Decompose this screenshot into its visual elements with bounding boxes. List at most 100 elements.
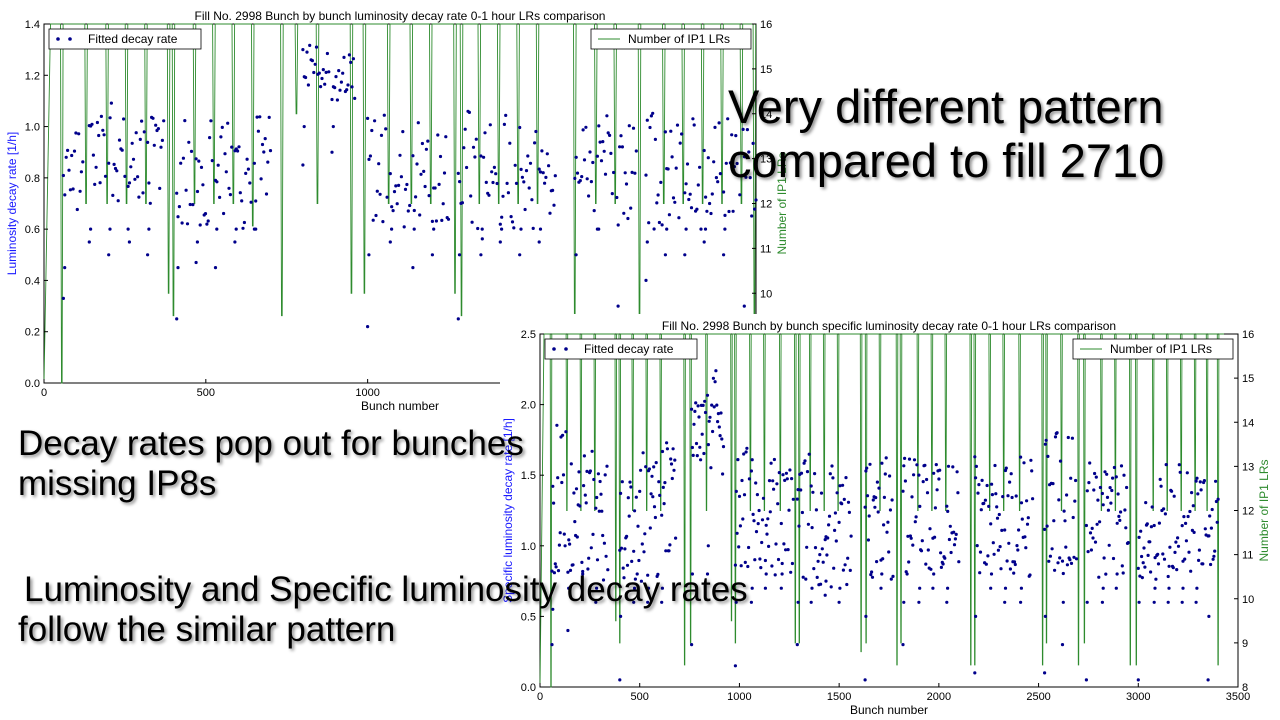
- data-point: [1084, 523, 1088, 528]
- data-point: [1121, 571, 1125, 575]
- data-point: [838, 586, 842, 590]
- data-point: [745, 446, 749, 450]
- data-point: [382, 113, 386, 117]
- data-point: [866, 538, 870, 542]
- data-point: [1190, 491, 1194, 495]
- data-point: [581, 572, 585, 576]
- y2-tick-label: 15: [760, 64, 772, 76]
- data-point: [518, 125, 522, 130]
- data-point: [735, 161, 739, 166]
- data-point: [810, 526, 814, 530]
- data-point: [657, 220, 662, 225]
- data-point: [127, 240, 131, 244]
- data-point: [1044, 438, 1048, 442]
- data-point: [1003, 528, 1007, 532]
- data-point: [651, 495, 655, 499]
- data-point: [626, 216, 630, 221]
- data-point: [109, 101, 113, 105]
- data-point: [568, 568, 573, 572]
- data-point: [334, 75, 338, 79]
- data-point: [1106, 508, 1110, 512]
- data-point: [64, 155, 68, 159]
- y-tick-label: 0.5: [521, 611, 536, 623]
- data-point: [990, 493, 994, 497]
- data-point: [103, 174, 108, 178]
- data-point: [1069, 476, 1073, 480]
- data-point: [1003, 600, 1007, 604]
- data-point: [716, 420, 720, 424]
- data-point: [983, 498, 987, 502]
- data-point: [754, 530, 759, 534]
- data-point: [483, 131, 487, 135]
- data-point: [736, 458, 740, 462]
- y2-tick-label: 14: [1242, 417, 1254, 429]
- data-point: [620, 480, 624, 484]
- data-point: [667, 213, 672, 217]
- data-point: [625, 563, 630, 567]
- data-point: [566, 570, 570, 574]
- data-point: [140, 119, 144, 123]
- data-point: [201, 183, 205, 187]
- data-point: [1101, 503, 1105, 507]
- data-point: [648, 125, 652, 130]
- data-point: [1066, 435, 1070, 440]
- data-point: [138, 137, 142, 141]
- data-point: [1125, 485, 1129, 490]
- data-point: [1003, 586, 1008, 590]
- data-point: [470, 220, 474, 224]
- data-point: [208, 136, 212, 140]
- data-point: [669, 457, 673, 461]
- data-point: [790, 477, 794, 481]
- data-point: [956, 491, 960, 495]
- data-point: [1060, 559, 1065, 563]
- data-point: [821, 560, 825, 564]
- data-point: [634, 149, 638, 153]
- data-point: [187, 140, 191, 144]
- data-point: [1055, 431, 1059, 435]
- data-point: [708, 415, 712, 419]
- data-point: [980, 478, 984, 482]
- data-point: [795, 643, 799, 647]
- data-point: [1053, 568, 1057, 572]
- data-point: [796, 600, 800, 604]
- data-point: [1096, 498, 1100, 502]
- data-point: [886, 520, 890, 524]
- data-point: [673, 458, 677, 462]
- data-point: [556, 476, 560, 480]
- data-point: [581, 128, 585, 132]
- data-point: [457, 253, 462, 257]
- y2-tick-label: 16: [1242, 329, 1254, 341]
- data-point: [754, 198, 758, 202]
- data-point: [867, 514, 871, 518]
- data-point: [599, 492, 603, 496]
- data-point: [484, 180, 488, 184]
- data-point: [567, 586, 571, 590]
- data-point: [605, 114, 609, 118]
- data-point: [469, 194, 473, 198]
- data-point: [176, 215, 180, 219]
- data-point: [426, 139, 430, 143]
- data-point: [490, 170, 494, 174]
- data-point: [194, 260, 198, 265]
- data-point: [907, 457, 912, 461]
- data-point: [1108, 486, 1112, 490]
- data-point: [796, 488, 800, 492]
- data-point: [463, 127, 467, 131]
- data-point: [203, 212, 208, 216]
- data-point: [141, 191, 145, 195]
- data-point: [779, 521, 783, 526]
- data-point: [863, 678, 867, 682]
- data-point: [741, 517, 745, 521]
- data-point: [880, 572, 884, 576]
- data-point: [943, 556, 947, 560]
- ip1-lr-line: [43, 23, 757, 384]
- data-point: [526, 154, 530, 158]
- data-point: [1005, 559, 1009, 563]
- data-point: [721, 472, 725, 476]
- data-point: [767, 479, 772, 483]
- data-point: [871, 498, 875, 502]
- data-point: [819, 491, 824, 495]
- legend-fitted-decay-rate: Fitted decay rate: [48, 28, 202, 50]
- callout-pattern-line1: Very different pattern: [728, 80, 1164, 133]
- data-point: [553, 174, 557, 178]
